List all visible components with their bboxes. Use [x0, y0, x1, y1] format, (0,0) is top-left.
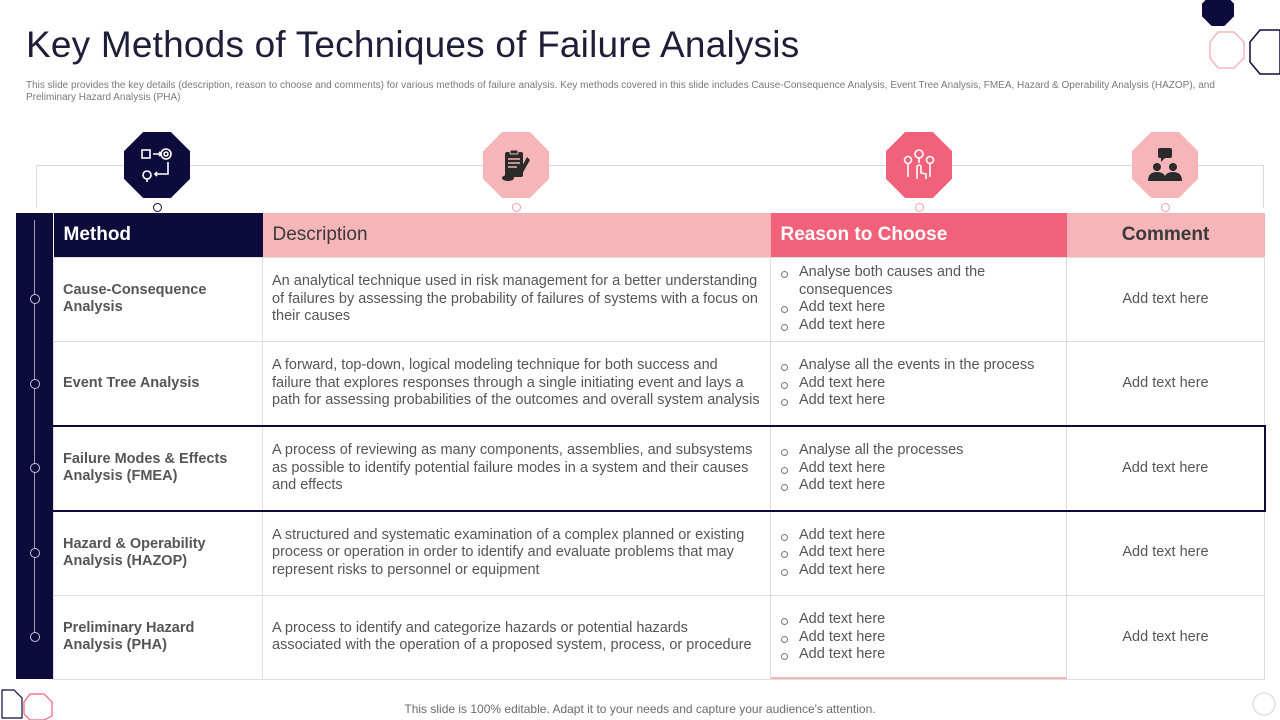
reason-item: Add text here: [780, 460, 1057, 478]
table-row: Preliminary Hazard Analysis (PHA) A proc…: [53, 594, 1265, 680]
corner-outline-shapes: [1209, 29, 1280, 75]
comment-cell: Add text here: [1066, 341, 1265, 427]
reason-item: Add text here: [780, 629, 1057, 647]
connector-dot: [153, 203, 162, 212]
description-cell: A process to identify and categorize haz…: [262, 594, 771, 680]
rail-dot: [30, 632, 40, 642]
table-header-row: Method Description Reason to Choose Comm…: [53, 213, 1265, 257]
method-cell: Event Tree Analysis: [53, 341, 263, 427]
rail-dot: [30, 379, 40, 389]
table-row: Event Tree Analysis A forward, top-down,…: [53, 341, 1265, 427]
header-description: Description: [262, 213, 771, 257]
comment-cell: Add text here: [1066, 594, 1265, 680]
header-comment: Comment: [1066, 213, 1265, 257]
reason-item: Add text here: [780, 392, 1057, 410]
comment-cell: Add text here: [1066, 256, 1265, 342]
header-reason: Reason to Choose: [770, 213, 1067, 257]
method-cell: Hazard & Operability Analysis (HAZOP): [53, 510, 263, 596]
methods-table: Method Description Reason to Choose Comm…: [53, 213, 1266, 680]
reason-item: Add text here: [780, 646, 1057, 664]
description-cell: A structured and systematic examination …: [262, 510, 771, 596]
connector-dot: [915, 203, 924, 212]
rail-dot: [30, 463, 40, 473]
rail-dot: [30, 294, 40, 304]
description-cell: A process of reviewing as many component…: [262, 425, 771, 512]
reason-item: Analyse both causes and the consequences: [780, 264, 1057, 299]
reason-item: Add text here: [780, 375, 1057, 393]
reason-item: Add text here: [780, 477, 1057, 495]
clipboard-pen-icon: [483, 132, 549, 198]
comment-cell: Add text here: [1066, 425, 1266, 512]
reason-item: Add text here: [780, 544, 1057, 562]
reason-cell: Analyse all the events in the process Ad…: [770, 341, 1067, 427]
slide-title: Key Methods of Techniques of Failure Ana…: [26, 24, 800, 65]
rail-line: [34, 220, 35, 640]
method-cell: Cause-Consequence Analysis: [53, 256, 263, 342]
description-cell: An analytical technique used in risk man…: [262, 256, 771, 342]
reason-cell: Analyse both causes and the consequences…: [770, 256, 1067, 342]
corner-bottom-right-shape: [1252, 692, 1276, 716]
rail-dot: [30, 548, 40, 558]
table-row: Cause-Consequence Analysis An analytical…: [53, 256, 1265, 342]
description-cell: A forward, top-down, logical modeling te…: [262, 341, 771, 427]
table-row: Hazard & Operability Analysis (HAZOP) A …: [53, 510, 1265, 596]
connector-dot: [1161, 203, 1170, 212]
reason-item: Add text here: [780, 562, 1057, 580]
hand-gears-icon: [886, 132, 952, 198]
reason-cell: Analyse all the processes Add text here …: [770, 425, 1067, 512]
reason-cell: Add text here Add text here Add text her…: [770, 594, 1067, 680]
reason-item: Add text here: [780, 317, 1057, 335]
process-cycle-icon: [124, 132, 190, 198]
reason-item: Add text here: [780, 299, 1057, 317]
method-cell: Preliminary Hazard Analysis (PHA): [53, 594, 263, 680]
method-cell: Failure Modes & Effects Analysis (FMEA): [53, 425, 263, 512]
corner-bottom-left-shapes: [1, 689, 53, 720]
reason-cell: Add text here Add text here Add text her…: [770, 510, 1067, 596]
corner-octagon-shape: [1202, 0, 1234, 26]
footer-note: This slide is 100% editable. Adapt it to…: [404, 702, 876, 716]
comment-cell: Add text here: [1066, 510, 1265, 596]
reason-item: Add text here: [780, 527, 1057, 545]
slide-subtitle: This slide provides the key details (des…: [26, 80, 1215, 103]
icon-connector-line: [36, 165, 1264, 208]
team-discussion-icon: [1132, 132, 1198, 198]
header-method: Method: [53, 213, 263, 257]
reason-item: Analyse all the processes: [780, 442, 1057, 460]
reason-item: Add text here: [780, 611, 1057, 629]
connector-dot: [512, 203, 521, 212]
table-row: Failure Modes & Effects Analysis (FMEA) …: [53, 425, 1266, 512]
reason-column-underline: [771, 677, 1067, 679]
reason-item: Analyse all the events in the process: [780, 357, 1057, 375]
